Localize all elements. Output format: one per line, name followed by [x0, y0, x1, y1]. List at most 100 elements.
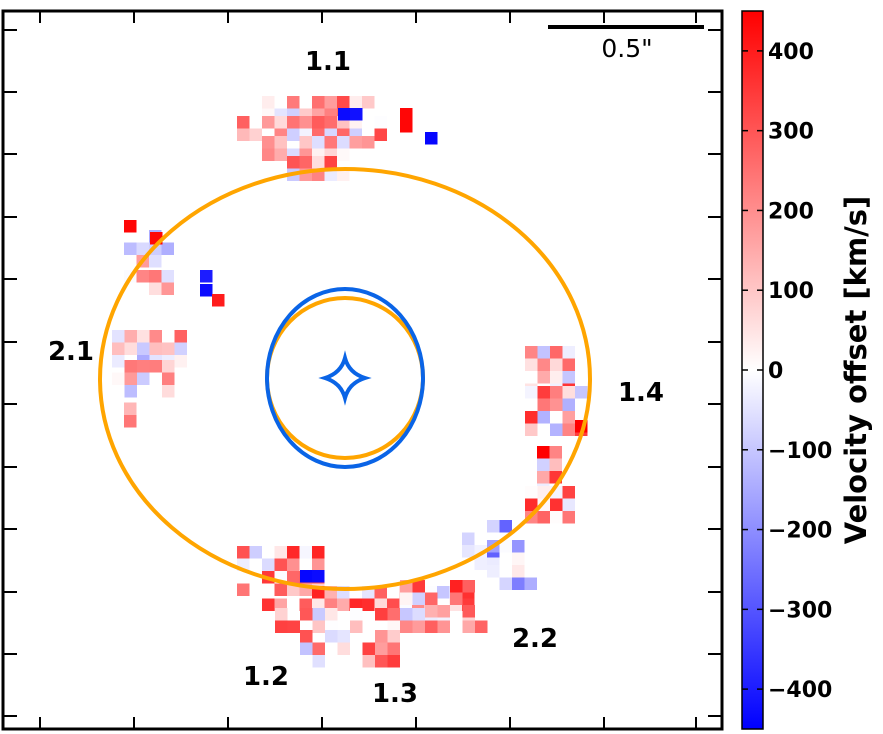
velocity-pixel [474, 557, 487, 570]
velocity-pixel [375, 630, 388, 643]
velocity-pixel [124, 342, 137, 355]
velocity-pixel [262, 148, 275, 161]
velocity-pixel [350, 620, 363, 633]
velocity-pixel [325, 620, 338, 633]
velocity-pixel [337, 136, 350, 149]
velocity-pixel [537, 358, 550, 371]
velocity-pixel [562, 498, 575, 511]
velocity-pixel [312, 598, 325, 611]
colorbar-tick-label: −100 [768, 439, 832, 464]
velocity-pixel [274, 148, 287, 161]
velocity-pixel [525, 358, 538, 371]
velocity-pixel [174, 342, 187, 355]
velocity-pixel [374, 128, 387, 141]
velocity-pixel [324, 96, 337, 109]
velocity-pixel [149, 255, 162, 268]
velocity-pixel [124, 385, 137, 398]
velocity-pixel [312, 570, 325, 583]
panel-frame [1, 9, 724, 731]
velocity-pixel [387, 642, 400, 655]
velocity-pixel [299, 546, 312, 559]
panel-ticks [3, 11, 722, 729]
velocity-pixel [375, 655, 388, 668]
velocity-pixel [549, 458, 562, 471]
velocity-pixel [425, 132, 438, 145]
velocity-pixel [550, 371, 563, 384]
velocity-pixel [562, 346, 575, 359]
velocity-pixel [425, 605, 438, 618]
image-label-2-1: 2.1 [48, 337, 94, 367]
velocity-pixel [324, 156, 337, 169]
velocity-pixel [337, 96, 350, 109]
velocity-pixel [287, 620, 300, 633]
velocity-pixel [387, 620, 400, 633]
colorbar-tick-label: 200 [768, 199, 814, 224]
velocity-pixel [412, 580, 425, 593]
velocity-pixel [274, 583, 287, 596]
velocity-pixel [124, 360, 137, 373]
velocity-pixel [525, 423, 538, 436]
velocity-pixel [525, 411, 538, 424]
velocity-pixel [525, 498, 538, 511]
velocity-pixel [475, 620, 488, 633]
velocity-pixel [337, 148, 350, 161]
velocity-pixel [400, 620, 413, 633]
velocity-pixel [512, 540, 525, 553]
velocity-pixel [312, 96, 325, 109]
velocity-pixel [462, 580, 475, 593]
caustic-ellipse [265, 287, 425, 469]
velocity-pixel [462, 532, 475, 545]
velocity-pixel [124, 372, 137, 385]
colorbar-tick-label: −400 [768, 678, 832, 703]
velocity-pixel [274, 546, 287, 559]
velocity-pixel [237, 116, 250, 129]
velocity-pixel [375, 642, 388, 655]
velocity-pixel [275, 608, 288, 621]
velocity-pixel [312, 620, 325, 633]
velocity-pixel [387, 655, 400, 668]
velocity-pixel [324, 598, 337, 611]
velocity-pixel [375, 608, 388, 621]
velocity-pixel [161, 270, 174, 283]
velocity-pixel [137, 330, 150, 343]
velocity-pixel [149, 342, 162, 355]
velocity-pixel [161, 242, 174, 255]
velocity-pixel [562, 386, 575, 399]
velocity-pixel [274, 136, 287, 149]
velocity-pixel [337, 598, 350, 611]
velocity-pixel [274, 598, 287, 611]
velocity-pixel [387, 608, 400, 621]
colorbar-tick-label: 400 [768, 40, 814, 65]
velocity-pixel [400, 108, 413, 121]
velocity-pixel [562, 486, 575, 499]
velocity-pixel [562, 358, 575, 371]
image-label-1-4: 1.4 [618, 378, 664, 408]
colorbar-tick-label: 100 [768, 279, 814, 304]
velocity-pixel [362, 598, 375, 611]
image-label-2-2: 2.2 [512, 624, 558, 654]
velocity-pixel [550, 511, 563, 524]
velocity-pixel [312, 156, 325, 169]
velocity-pixel [200, 284, 213, 297]
velocity-pixel [525, 386, 538, 399]
velocity-pixel [312, 136, 325, 149]
velocity-pixel [512, 577, 525, 590]
velocity-pixel [387, 630, 400, 643]
velocity-pixel [162, 342, 175, 355]
velocity-pixel [287, 116, 300, 129]
velocity-pixel [174, 330, 187, 343]
velocity-pixel [112, 342, 125, 355]
velocity-pixel [325, 630, 338, 643]
velocity-pixel [237, 546, 250, 559]
velocity-pixel [149, 360, 162, 373]
velocity-pixel [412, 620, 425, 633]
velocity-pixel [350, 608, 363, 621]
velocity-pixel [499, 540, 512, 553]
velocity-pixel [325, 608, 338, 621]
velocity-pixel [462, 545, 475, 558]
velocity-pixel [562, 511, 575, 524]
velocity-pixel [349, 136, 362, 149]
velocity-pixel [337, 168, 350, 181]
velocity-pixel [349, 598, 362, 611]
